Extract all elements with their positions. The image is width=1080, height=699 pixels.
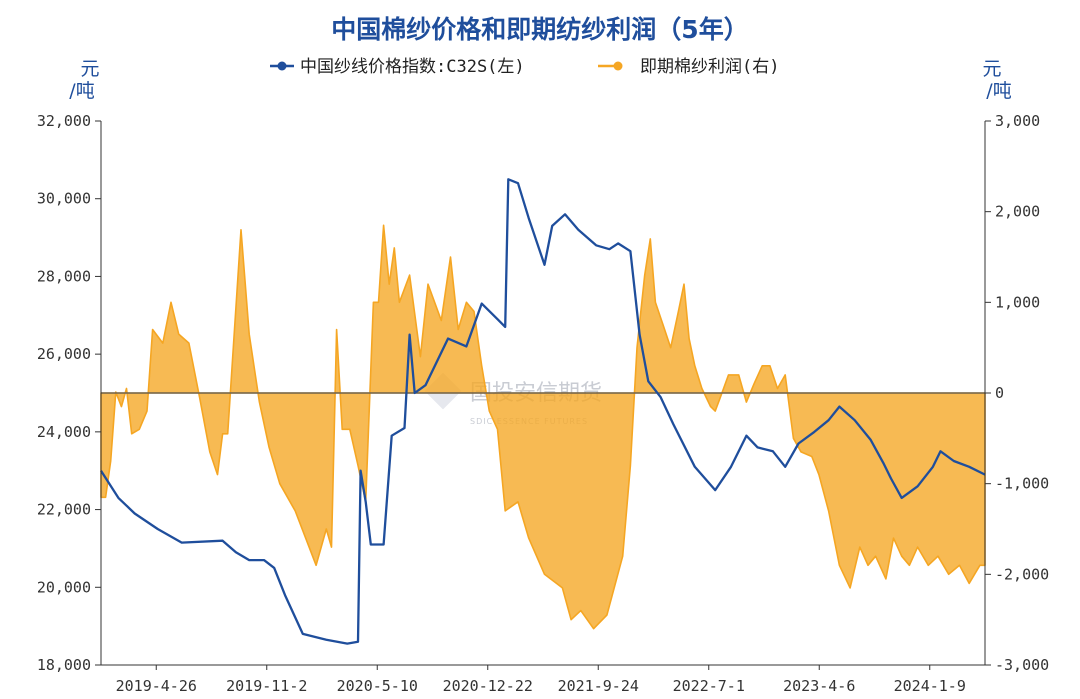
x-axis-tick-label: 2019-11-2	[226, 677, 307, 695]
legend-price-label: 中国纱线价格指数:C32S(左)	[300, 57, 525, 77]
x-axis-tick-label: 2021-9-24	[558, 677, 639, 695]
left-axis-tick-label: 30,000	[37, 190, 91, 208]
chart-title: 中国棉纱价格和即期纺纱利润（5年）	[331, 15, 748, 44]
left-axis-tick-label: 32,000	[37, 112, 91, 130]
left-axis-tick-label: 22,000	[37, 501, 91, 519]
x-axis-tick-label: 2019-4-26	[116, 677, 197, 695]
right-axis-tick-label: 2,000	[995, 203, 1040, 221]
right-axis-tick-label: 0	[995, 384, 1004, 402]
right-axis-tick-label: 3,000	[995, 112, 1040, 130]
profit-series-area	[100, 224, 986, 630]
legend-price-marker	[277, 61, 287, 71]
legend-profit-label: 即期棉纱利润(右)	[640, 57, 779, 77]
left-axis-tick-label: 26,000	[37, 345, 91, 363]
left-axis-tick-label: 28,000	[37, 267, 91, 285]
x-axis-tick-label: 2022-7-1	[673, 677, 745, 695]
plot-area	[100, 178, 986, 645]
left-axis-tick-label: 24,000	[37, 423, 91, 441]
x-axis-tick-label: 2020-12-22	[443, 677, 533, 695]
legend: 中国纱线价格指数:C32S(左) 即期棉纱利润(右)	[270, 57, 779, 77]
right-axis-tick-label: -1,000	[995, 475, 1049, 493]
left-axis-unit-top: 元	[80, 58, 99, 80]
price-series-line	[100, 178, 986, 645]
right-axis-tick-label: -2,000	[995, 565, 1049, 583]
axes: 18,000 20,000 22,000 24,000 26,000 28,000 30,0…	[37, 112, 1049, 695]
right-axis-tick-label: 1,000	[995, 293, 1040, 311]
x-axis-tick-label: 2023-4-6	[783, 677, 855, 695]
left-axis-tick-label: 20,000	[37, 578, 91, 596]
right-axis-unit-bottom: /吨	[986, 80, 1011, 102]
left-axis-unit-bottom: /吨	[69, 80, 94, 102]
left-axis-tick-label: 18,000	[37, 656, 91, 674]
right-axis-tick-label: -3,000	[995, 656, 1049, 674]
x-axis-tick-label: 2024-1-9	[894, 677, 966, 695]
legend-profit-marker	[613, 61, 623, 71]
right-axis-unit-top: 元	[982, 58, 1001, 80]
x-axis-tick-label: 2020-5-10	[337, 677, 418, 695]
